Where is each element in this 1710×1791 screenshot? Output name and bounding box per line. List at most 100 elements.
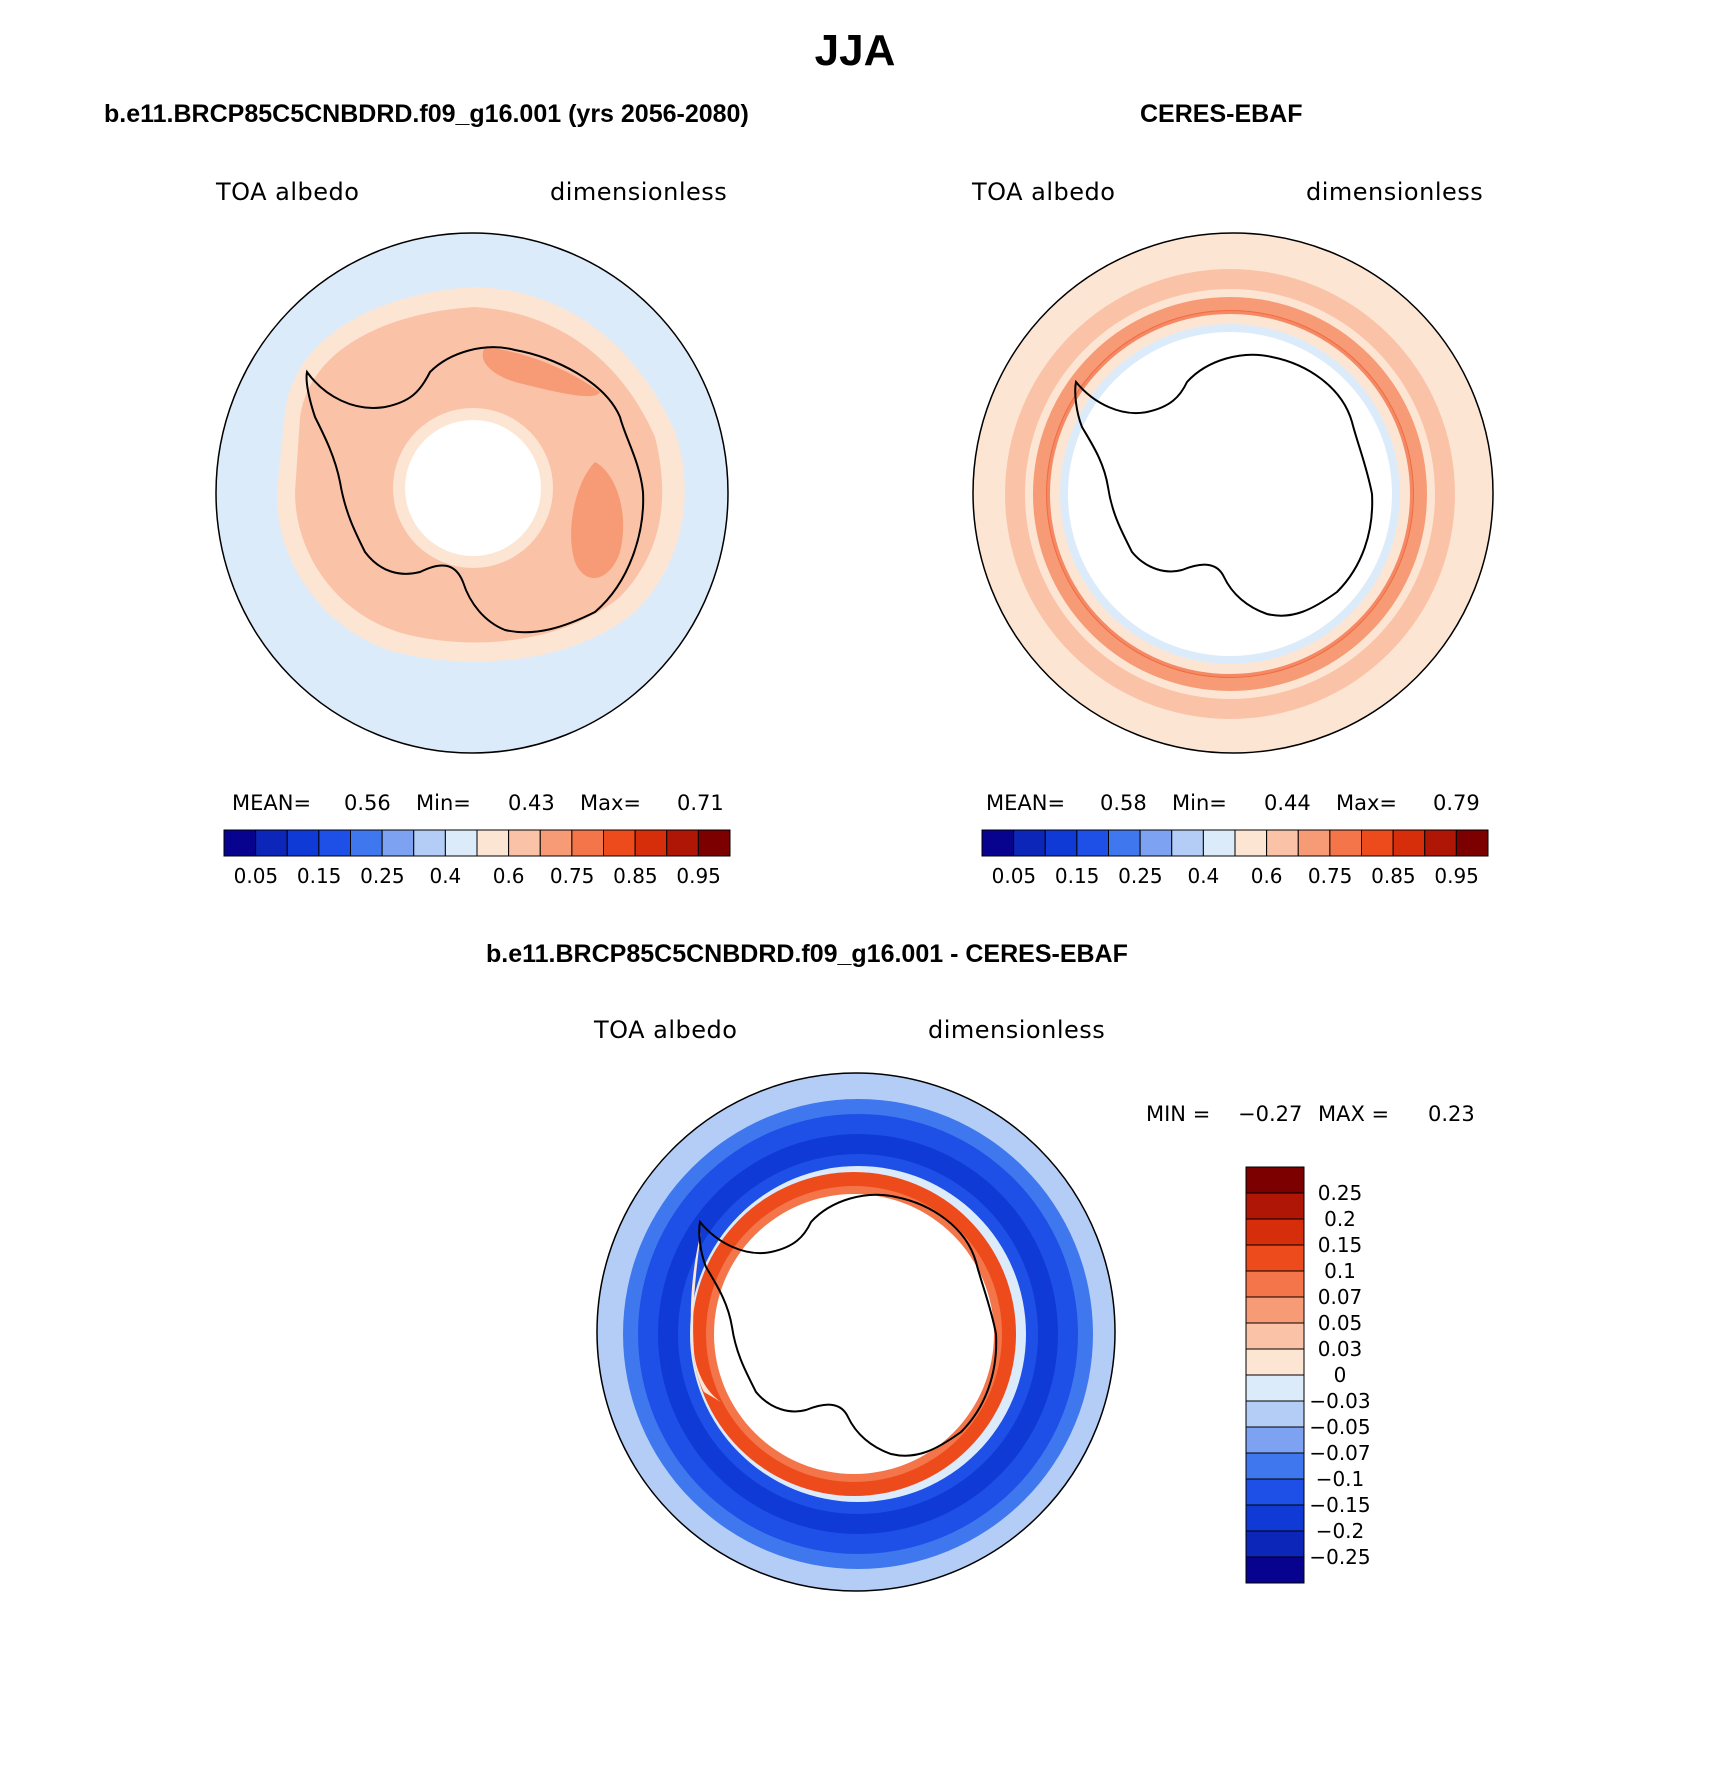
colorbar-tick-label: −0.07 xyxy=(1309,1441,1371,1465)
colorbar-tick-label: −0.2 xyxy=(1315,1519,1365,1543)
panel1-mean-value: 0.56 xyxy=(344,791,391,815)
panel2-variable-label: TOA albedo xyxy=(972,178,1116,206)
diff-polar-map xyxy=(596,1072,1116,1592)
colorbar-tick-label: 0.07 xyxy=(1317,1285,1363,1309)
colorbar-tick-label: 0.15 xyxy=(296,864,342,888)
colorbar-swatch xyxy=(697,829,731,857)
panel1-mean-label: MEAN= xyxy=(232,791,312,815)
colorbar-tick-label: 0 xyxy=(1333,1363,1347,1387)
colorbar-tick-label: −0.03 xyxy=(1309,1389,1371,1413)
colorbar-tick-label: 0.75 xyxy=(1307,864,1353,888)
colorbar-swatch xyxy=(981,829,1015,857)
colorbar-swatch xyxy=(476,829,510,857)
panel1-units-label: dimensionless xyxy=(550,178,728,206)
colorbar-tick-label: −0.15 xyxy=(1309,1493,1371,1517)
colorbar-tick-label: 0.1 xyxy=(1324,1259,1356,1283)
orange-contour xyxy=(571,462,624,579)
panel2-polar-map xyxy=(972,232,1494,754)
colorbar-swatch xyxy=(508,829,541,857)
diff-units-label: dimensionless xyxy=(928,1016,1106,1044)
colorbar-tick-label: 0.6 xyxy=(1250,864,1283,888)
colorbar-tick-label: 0.85 xyxy=(1371,864,1416,888)
orange-ring xyxy=(1033,297,1427,691)
panel2-max-value: 0.79 xyxy=(1433,791,1480,815)
panel1-variable-label: TOA albedo xyxy=(216,178,360,206)
antarctica-coastline xyxy=(1074,353,1374,617)
colorbar-swatch xyxy=(1234,829,1268,857)
colorbar-swatch xyxy=(1245,1400,1305,1428)
panel2-title: CERES-EBAF xyxy=(1140,100,1303,128)
antarctica-coastline xyxy=(698,1193,998,1457)
colorbar-swatch xyxy=(444,829,478,857)
colorbar-swatch xyxy=(381,829,415,857)
colorbar-tick-label: 0.4 xyxy=(1187,864,1220,888)
panel1-min-value: 0.43 xyxy=(508,791,555,815)
colorbar-swatch xyxy=(1245,1504,1305,1532)
colorbar-swatch xyxy=(1455,829,1489,857)
main-title: JJA xyxy=(814,26,896,75)
colorbar-swatch xyxy=(1245,1426,1305,1454)
colorbar-tick-label: 0.95 xyxy=(1434,864,1479,888)
colorbar-swatch xyxy=(1329,829,1362,857)
colorbar-swatch xyxy=(571,829,604,857)
colorbar-swatch xyxy=(255,829,288,857)
colorbar-swatch xyxy=(1108,829,1141,857)
panel1-min-label: Min= xyxy=(416,791,471,815)
colorbar-swatch xyxy=(1297,829,1331,857)
panel1-title: b.e11.BRCP85C5CNBDRD.f09_g16.001 (yrs 20… xyxy=(104,100,749,128)
colorbar-swatch xyxy=(1245,1452,1305,1480)
colorbar-swatch xyxy=(1245,1348,1305,1376)
colorbar-tick-label: 0.15 xyxy=(1054,864,1100,888)
colorbar-tick-label: 0.95 xyxy=(676,864,721,888)
panel2-max-label: Max= xyxy=(1336,791,1398,815)
colorbar-swatch xyxy=(1245,1374,1305,1402)
colorbar-swatch xyxy=(1245,1244,1305,1272)
colorbar-swatch xyxy=(1245,1192,1305,1220)
colorbar-tick-label: −0.1 xyxy=(1315,1467,1365,1491)
colorbar-tick-label: 0.6 xyxy=(492,864,525,888)
diff-max-label: MAX = xyxy=(1318,1102,1390,1126)
colorbar-tick-label: 0.25 xyxy=(1317,1181,1363,1205)
colorbar-swatch xyxy=(1139,829,1173,857)
panel1-polar-map xyxy=(215,232,729,754)
panel2-mean-value: 0.58 xyxy=(1100,791,1147,815)
colorbar-swatch xyxy=(1245,1296,1305,1324)
antarctica-coastline xyxy=(305,346,645,634)
colorbar-swatch xyxy=(1245,1322,1305,1350)
diff-min-label: MIN = xyxy=(1146,1102,1211,1126)
panel1-max-label: Max= xyxy=(580,791,642,815)
diff-variable-label: TOA albedo xyxy=(594,1016,738,1044)
colorbar-swatch xyxy=(1245,1556,1305,1584)
colorbar-swatch xyxy=(286,829,320,857)
colorbar-tick-label: 0.25 xyxy=(1118,864,1163,888)
colorbar-swatch xyxy=(1245,1270,1305,1298)
colorbar-swatch xyxy=(1245,1530,1305,1558)
colorbar-tick-label: −0.25 xyxy=(1309,1545,1371,1569)
colorbar-tick-label: 0.85 xyxy=(613,864,658,888)
colorbar-tick-label: −0.05 xyxy=(1309,1415,1371,1439)
panel2-min-label: Min= xyxy=(1172,791,1227,815)
colorbar-swatch xyxy=(1245,1218,1305,1246)
colorbar-swatch xyxy=(413,829,446,857)
colorbar-swatch xyxy=(1245,1478,1305,1506)
diff-min-value: −0.27 xyxy=(1238,1102,1303,1126)
colorbar-swatch xyxy=(1013,829,1046,857)
colorbar-tick-label: 0.05 xyxy=(991,864,1037,888)
colorbar-tick-label: 0.4 xyxy=(429,864,462,888)
colorbar-swatch xyxy=(223,829,257,857)
panel2-units-label: dimensionless xyxy=(1306,178,1484,206)
colorbar-swatch xyxy=(1424,829,1457,857)
diff-panel-title: b.e11.BRCP85C5CNBDRD.f09_g16.001 - CERES… xyxy=(486,940,1128,968)
colorbar-swatch xyxy=(1266,829,1299,857)
panel2-mean-label: MEAN= xyxy=(986,791,1066,815)
colorbar-tick-label: 0.05 xyxy=(233,864,279,888)
colorbar-tick-label: 0.05 xyxy=(1317,1311,1363,1335)
colorbar-swatch xyxy=(1392,829,1426,857)
colorbar-swatch xyxy=(1245,1166,1305,1194)
colorbar-tick-label: 0.03 xyxy=(1317,1337,1363,1361)
colorbar-swatch xyxy=(1361,829,1394,857)
colorbar-swatch xyxy=(539,829,573,857)
